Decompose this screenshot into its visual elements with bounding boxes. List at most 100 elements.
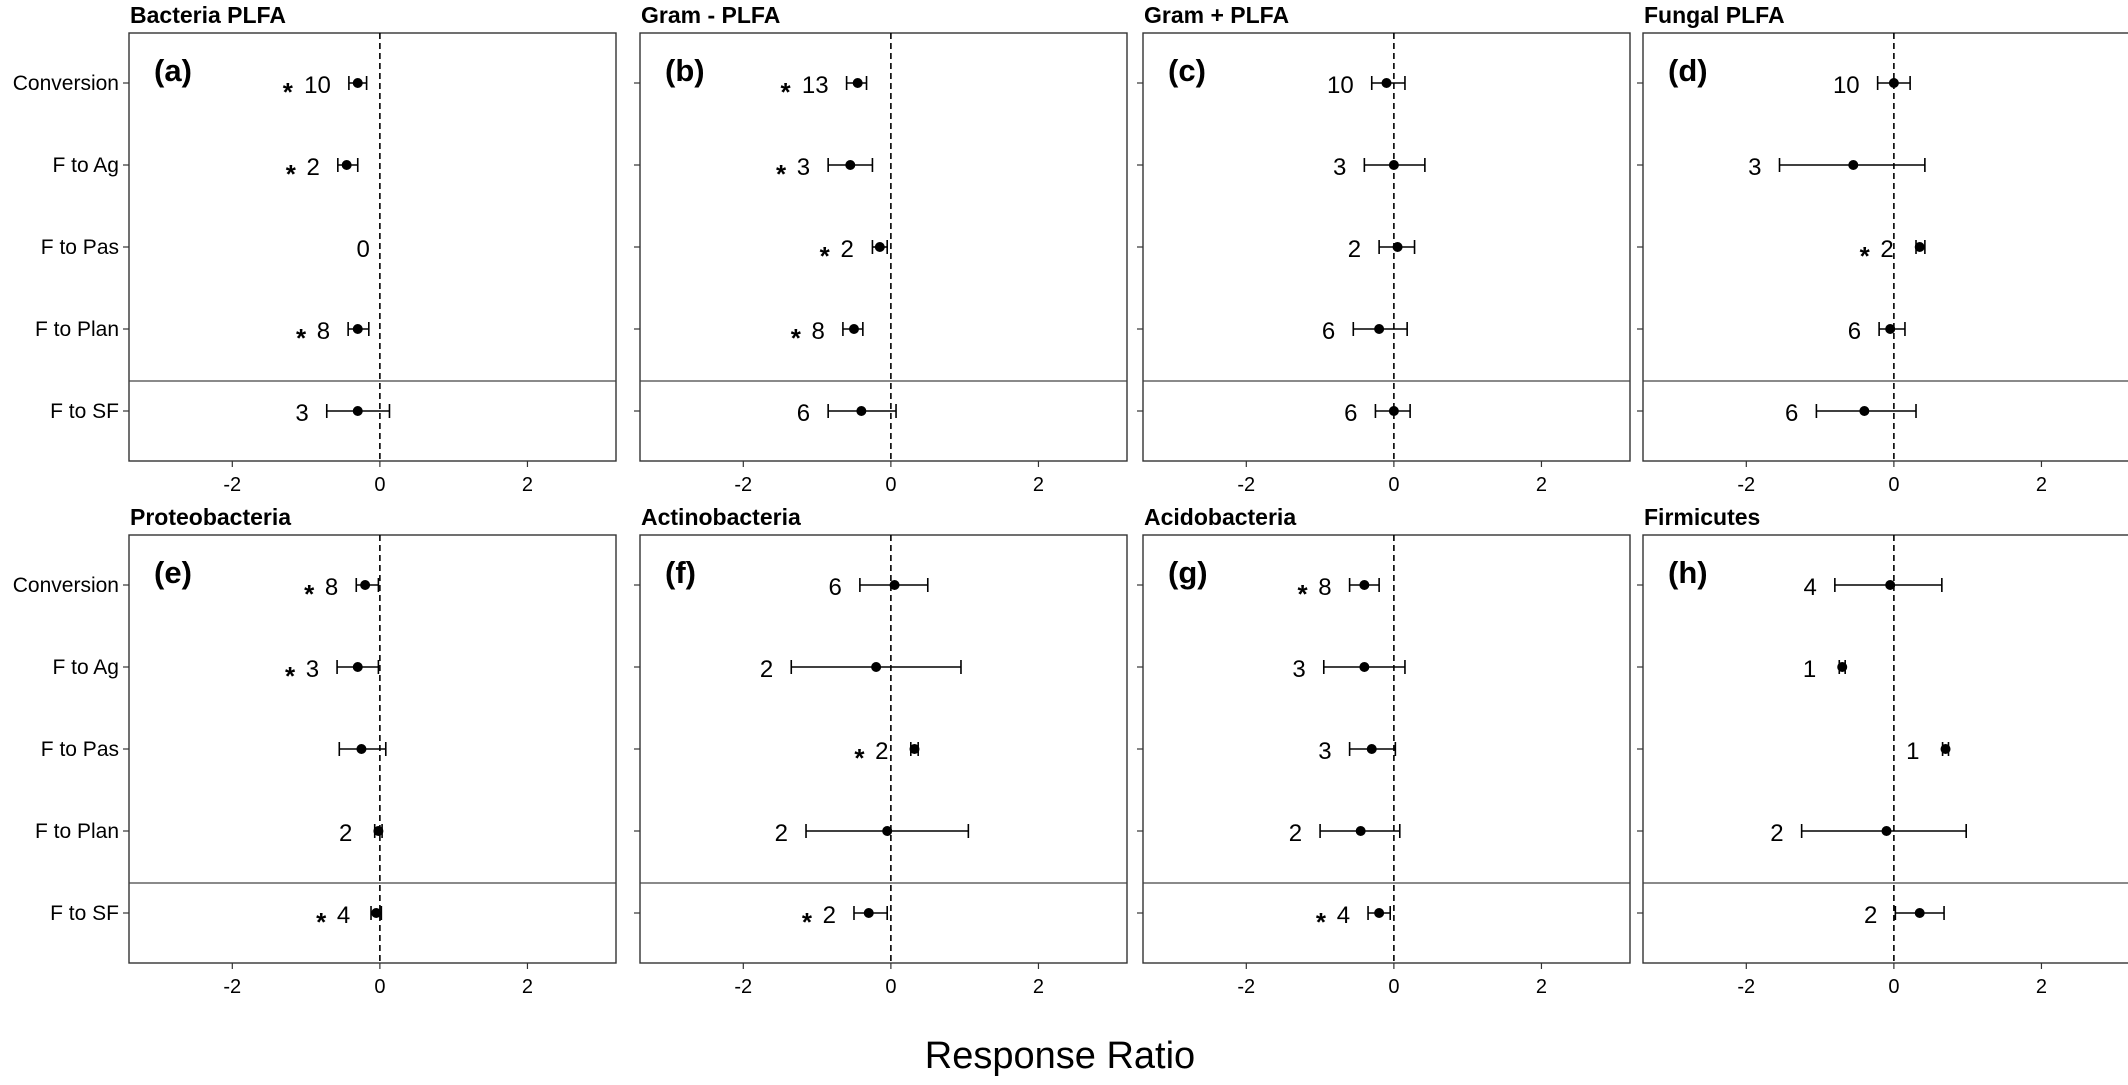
panel-e-significance-star: * bbox=[304, 579, 315, 609]
panel-f-n-label: 2 bbox=[875, 738, 888, 765]
panel-a-category-label: F to Pas bbox=[41, 236, 119, 259]
panel-a-category-label: F to SF bbox=[50, 400, 119, 423]
panel-c-point bbox=[1381, 78, 1392, 88]
panel-d-point bbox=[1888, 78, 1899, 88]
panel-c-point bbox=[1374, 324, 1385, 334]
panel-b-significance-star: * bbox=[780, 77, 791, 107]
panel-a-significance-star: * bbox=[286, 159, 297, 189]
panel-a-significance-star: * bbox=[283, 77, 294, 107]
panel-a-n-label: 2 bbox=[306, 154, 319, 181]
panel-h-point bbox=[1837, 662, 1848, 672]
panel-c-n-label: 3 bbox=[1333, 154, 1346, 181]
panel-f-x-tick-label: -2 bbox=[734, 976, 752, 998]
panel-a-letter: (a) bbox=[154, 53, 192, 88]
panel-h-x-tick-label: 2 bbox=[2036, 976, 2047, 998]
panel-b-n-label: 13 bbox=[802, 72, 829, 99]
panel-d-n-label: 2 bbox=[1880, 236, 1893, 263]
panel-d-n-label: 3 bbox=[1748, 154, 1761, 181]
panel-b-point bbox=[852, 78, 863, 88]
panel-a-point bbox=[352, 324, 363, 334]
panel-b-x-tick-label: -2 bbox=[734, 474, 752, 496]
panel-e-n-label: 2 bbox=[339, 820, 352, 847]
panel-g-n-label: 3 bbox=[1292, 656, 1305, 683]
panel-e-category-label: F to Ag bbox=[52, 656, 119, 679]
panel-a-significance-star: * bbox=[296, 323, 307, 353]
panel-c-n-label: 2 bbox=[1348, 236, 1361, 263]
panel-f-point bbox=[871, 662, 882, 672]
panel-h-frame bbox=[1642, 534, 2128, 964]
panel-g-point bbox=[1355, 826, 1366, 836]
panel-h-n-label: 4 bbox=[1803, 574, 1816, 601]
panel-h-n-label: 1 bbox=[1906, 738, 1919, 765]
panel-e-category-label: F to Pas bbox=[41, 738, 119, 761]
panel-f-significance-star: * bbox=[802, 907, 813, 937]
panel-h-n-label: 2 bbox=[1770, 820, 1783, 847]
panel-d-point bbox=[1848, 160, 1859, 170]
panel-f-n-label: 2 bbox=[775, 820, 788, 847]
panel-a-category-label: F to Ag bbox=[52, 154, 119, 177]
panel-f-point bbox=[882, 826, 893, 836]
panel-d-n-label: 6 bbox=[1785, 400, 1798, 427]
panel-c-point bbox=[1392, 242, 1403, 252]
panel-a-frame bbox=[128, 32, 617, 462]
panel-g-point bbox=[1359, 580, 1370, 590]
panel-h-point bbox=[1881, 826, 1892, 836]
panel-e-point bbox=[352, 662, 363, 672]
panel-g-title: Acidobacteria bbox=[1144, 504, 1296, 530]
panel-c-point bbox=[1388, 160, 1399, 170]
panel-e-title: Proteobacteria bbox=[130, 504, 291, 530]
panel-b-n-label: 8 bbox=[812, 318, 825, 345]
panel-g-n-label: 3 bbox=[1318, 738, 1331, 765]
panel-h-point bbox=[1940, 744, 1951, 754]
panel-f-n-label: 2 bbox=[760, 656, 773, 683]
panel-g-point bbox=[1359, 662, 1370, 672]
panel-a-x-tick-label: 0 bbox=[374, 474, 385, 496]
panel-a-point bbox=[352, 78, 363, 88]
panel-g-x-tick-label: -2 bbox=[1237, 976, 1255, 998]
panel-d-x-tick-label: -2 bbox=[1737, 474, 1755, 496]
panel-h-point bbox=[1885, 580, 1896, 590]
panel-e-category-label: Conversion bbox=[13, 574, 119, 597]
panel-c-n-label: 6 bbox=[1322, 318, 1335, 345]
panel-e-point bbox=[371, 908, 382, 918]
panel-d-point bbox=[1914, 242, 1925, 252]
panel-h-n-label: 2 bbox=[1864, 902, 1877, 929]
panel-g-n-label: 4 bbox=[1337, 902, 1350, 929]
panel-a-n-label: 3 bbox=[295, 400, 308, 427]
panel-f-point bbox=[889, 580, 900, 590]
panel-d-x-tick-label: 2 bbox=[2036, 474, 2047, 496]
panel-f-title: Actinobacteria bbox=[641, 504, 801, 530]
panel-e-category-label: F to SF bbox=[50, 902, 119, 925]
panel-g-point bbox=[1366, 744, 1377, 754]
panel-c-letter: (c) bbox=[1168, 53, 1206, 88]
panel-b-point bbox=[874, 242, 885, 252]
x-axis-label: Response Ratio bbox=[925, 1035, 1195, 1077]
panel-a-n-label: 8 bbox=[317, 318, 330, 345]
panel-g-point bbox=[1374, 908, 1385, 918]
panel-a-x-tick-label: 2 bbox=[522, 474, 533, 496]
panel-e-significance-star: * bbox=[285, 661, 296, 691]
panel-e-x-tick-label: 2 bbox=[522, 976, 533, 998]
panel-e-point bbox=[373, 826, 384, 836]
panel-a-n-label: 10 bbox=[304, 72, 331, 99]
panel-e-letter: (e) bbox=[154, 555, 192, 590]
panel-g-significance-star: * bbox=[1316, 907, 1327, 937]
panel-h-point bbox=[1914, 908, 1925, 918]
panel-f-letter: (f) bbox=[665, 555, 696, 590]
panel-a-point bbox=[341, 160, 352, 170]
panel-f-significance-star: * bbox=[854, 743, 865, 773]
panel-b-x-tick-label: 2 bbox=[1033, 474, 1044, 496]
panel-b-x-tick-label: 0 bbox=[885, 474, 896, 496]
panel-b-point bbox=[845, 160, 856, 170]
panel-g-significance-star: * bbox=[1297, 579, 1308, 609]
panel-e-point bbox=[356, 744, 367, 754]
panel-f-point bbox=[909, 744, 920, 754]
panel-f-x-tick-label: 2 bbox=[1033, 976, 1044, 998]
panel-b-significance-star: * bbox=[776, 159, 787, 189]
panel-d-letter: (d) bbox=[1668, 53, 1708, 88]
panel-e-n-label: 8 bbox=[325, 574, 338, 601]
panel-f-point bbox=[863, 908, 874, 918]
panel-h-letter: (h) bbox=[1668, 555, 1708, 590]
panel-e-significance-star: * bbox=[316, 907, 327, 937]
panel-b-significance-star: * bbox=[820, 241, 831, 271]
